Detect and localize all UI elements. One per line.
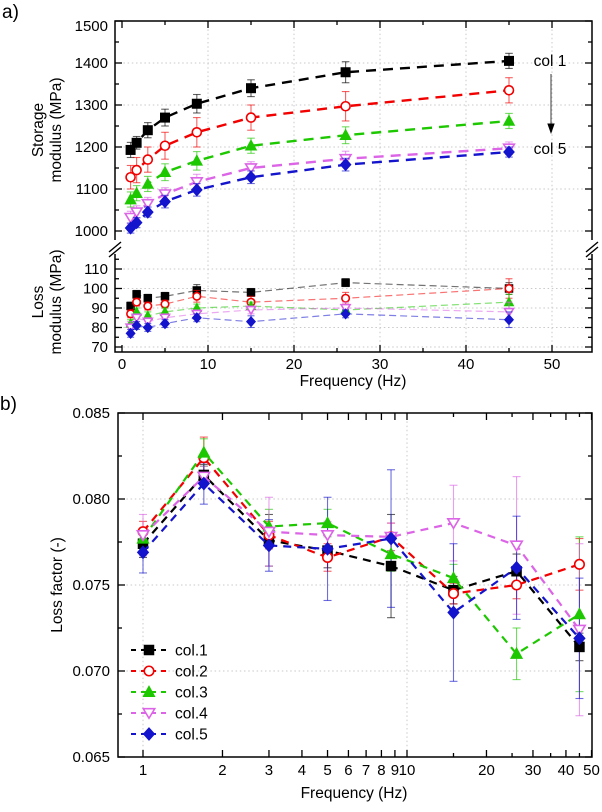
- svg-text:7: 7: [362, 762, 370, 779]
- panel-b-letter: b): [0, 394, 17, 415]
- svg-text:5: 5: [323, 762, 331, 779]
- svg-text:col.5: col.5: [175, 727, 208, 744]
- svg-text:0.080: 0.080: [72, 491, 110, 508]
- svg-text:2: 2: [218, 762, 226, 779]
- svg-text:0.085: 0.085: [72, 405, 110, 422]
- svg-text:0.070: 0.070: [72, 663, 110, 680]
- panel-a-letter: a): [2, 2, 19, 23]
- panel-b-legend: col.1 col.2 col.3 col.4 col.5: [131, 643, 208, 744]
- svg-text:1300: 1300: [75, 97, 108, 114]
- panel-b-tick-labels: 0.065 0.070 0.075 0.080 0.085 1 2 3 4 5 6 7 8 9 10 20 30…: [72, 405, 599, 779]
- svg-text:9: 9: [391, 762, 399, 779]
- svg-text:0: 0: [118, 356, 126, 373]
- panel-a-grid: [115, 21, 592, 352]
- svg-text:80: 80: [91, 320, 108, 337]
- loss-factor-axis-title: Loss factor (-): [49, 537, 67, 633]
- loss-modulus-series: [124, 278, 515, 339]
- svg-text:col.3: col.3: [175, 685, 208, 702]
- svg-text:0.075: 0.075: [72, 577, 110, 594]
- svg-text:20: 20: [478, 762, 495, 779]
- svg-text:4: 4: [298, 762, 306, 779]
- col1-to-col5-arrow: [547, 74, 555, 134]
- svg-text:col.2: col.2: [175, 664, 208, 681]
- svg-text:110: 110: [84, 261, 108, 278]
- svg-text:10: 10: [200, 356, 217, 373]
- svg-text:30: 30: [525, 762, 542, 779]
- svg-text:70: 70: [91, 339, 108, 356]
- svg-text:col.1: col.1: [175, 643, 208, 660]
- svg-text:1200: 1200: [75, 139, 108, 156]
- svg-text:col.4: col.4: [175, 706, 208, 723]
- storage-modulus-series: [123, 52, 516, 235]
- svg-text:6: 6: [344, 762, 352, 779]
- svg-text:1000: 1000: [75, 223, 108, 240]
- loss-factor-series: [135, 436, 587, 717]
- annotation-col-5: col 5: [533, 141, 567, 158]
- svg-text:1500: 1500: [75, 18, 108, 35]
- panel-b-chart: 0.065 0.070 0.075 0.080 0.085 1 2 3 4 5 6 7 8 9 10 20 30…: [72, 405, 599, 779]
- svg-text:0.065: 0.065: [72, 749, 110, 766]
- svg-text:3: 3: [265, 762, 273, 779]
- svg-text:1: 1: [139, 762, 147, 779]
- loss-modulus-axis-title: Loss modulus (MPa): [30, 249, 65, 355]
- svg-text:50: 50: [544, 356, 561, 373]
- svg-text:1400: 1400: [75, 55, 108, 72]
- svg-text:20: 20: [286, 356, 303, 373]
- svg-text:1100: 1100: [76, 181, 108, 198]
- svg-text:50: 50: [583, 762, 600, 779]
- annotation-col-1: col 1: [533, 53, 567, 70]
- panel-a-axes: [108, 20, 599, 353]
- panel-b-axes: [117, 412, 593, 758]
- panel-a-x-axis-title: Frequency (Hz): [299, 373, 407, 390]
- panel-b-x-axis-title: Frequency (Hz): [300, 785, 408, 802]
- svg-text:8: 8: [377, 762, 385, 779]
- svg-text:30: 30: [372, 356, 389, 373]
- svg-text:40: 40: [558, 762, 575, 779]
- storage-modulus-axis-title: Storage modulus (MPa): [30, 77, 65, 183]
- svg-text:40: 40: [458, 356, 475, 373]
- svg-text:10: 10: [399, 762, 416, 779]
- svg-text:100: 100: [83, 281, 108, 298]
- svg-text:90: 90: [91, 300, 108, 317]
